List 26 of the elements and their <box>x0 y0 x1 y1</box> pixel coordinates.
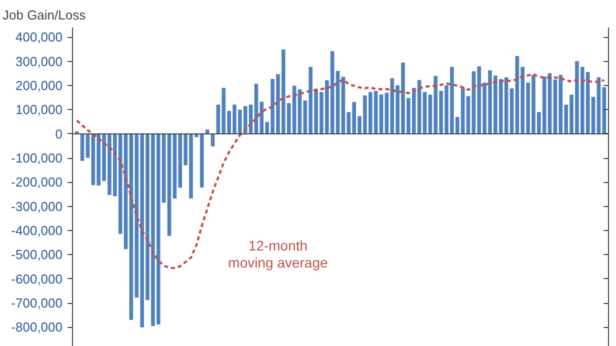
text: 12-month moving average <box>228 237 328 270</box>
y-tick-label: -500,000 <box>11 247 63 262</box>
bar <box>86 134 90 158</box>
y-tick-label: 100,000 <box>16 102 63 118</box>
y-tick-label: -700,000 <box>11 296 63 310</box>
y-tick-label: 0 <box>55 126 63 142</box>
bar <box>510 88 514 134</box>
bar <box>591 96 596 134</box>
y-tick-label: 300,000 <box>16 54 63 69</box>
y-tick-label: 200,000 <box>16 78 63 93</box>
y-axis-title: Job Gain/Loss <box>2 8 86 22</box>
bar <box>379 94 384 134</box>
y-tick-label: -200,000 <box>11 174 63 190</box>
bar <box>80 134 84 161</box>
bar <box>422 92 427 134</box>
y-tick-label: -100,000 <box>11 150 63 166</box>
y-tick-label: -300,000 <box>11 198 63 214</box>
bar <box>466 96 470 134</box>
bar <box>167 134 172 236</box>
y-tick-label: 400,000 <box>16 30 63 45</box>
line-series <box>76 73 606 270</box>
y-tick-label: -600,000 <box>11 271 63 286</box>
bar <box>336 71 340 134</box>
y-tick-label: -800,000 <box>11 320 63 335</box>
bar <box>553 79 558 134</box>
y-tick-label: -400,000 <box>11 223 63 238</box>
